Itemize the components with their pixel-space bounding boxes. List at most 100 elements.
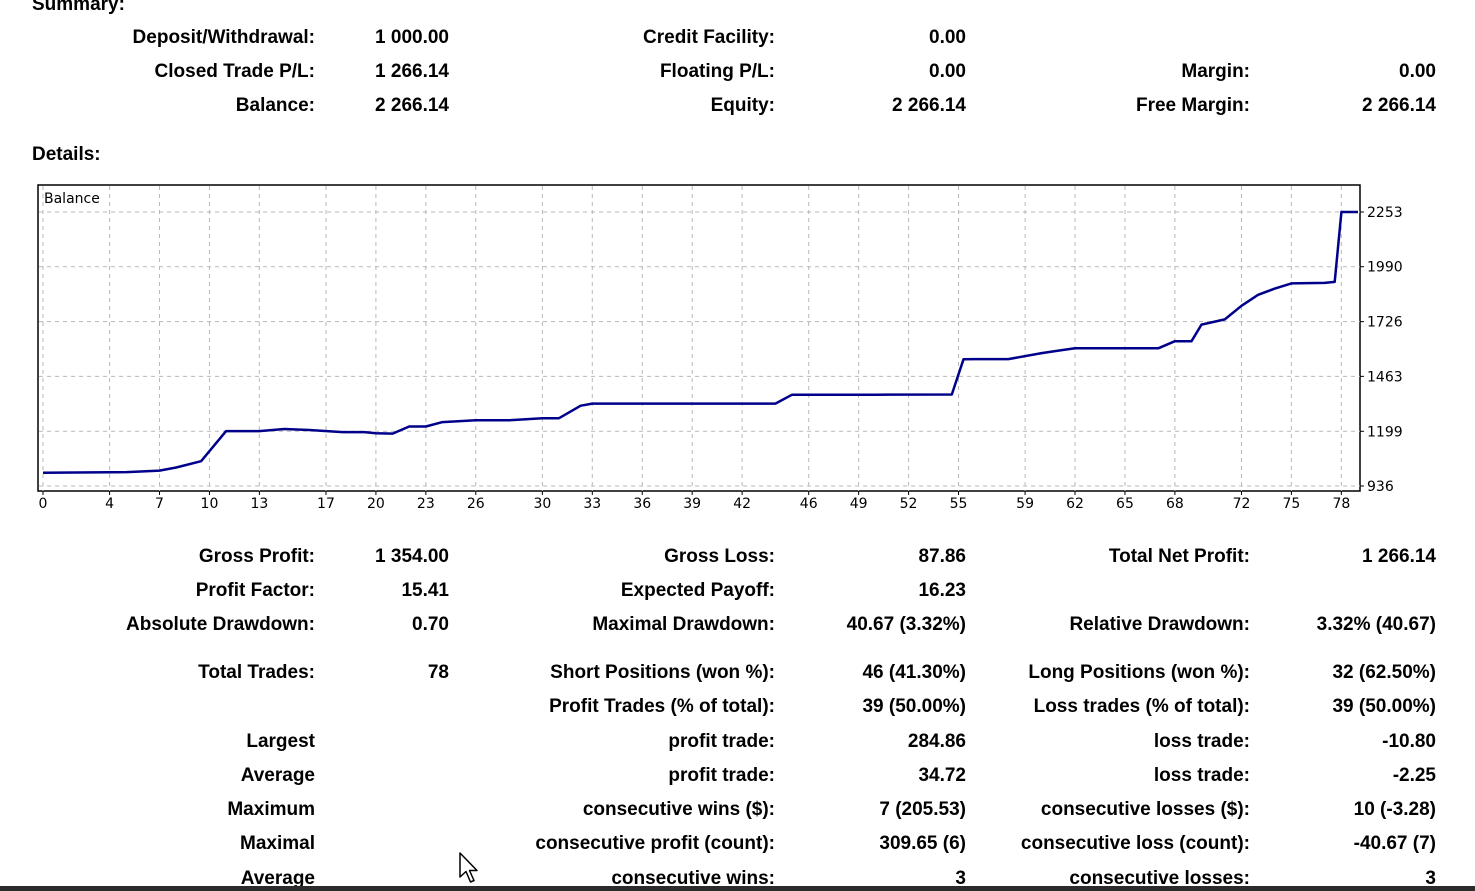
summary-item-value: 0.00 <box>1399 61 1436 82</box>
x-tick-label: 17 <box>317 496 335 512</box>
x-tick-label: 75 <box>1283 496 1301 512</box>
stat-item-label: loss trade: <box>1153 731 1250 752</box>
summary-item-label: Floating P/L: <box>659 61 775 82</box>
stat-item-label: profit trade: <box>668 731 775 752</box>
x-tick-label: 10 <box>201 496 219 512</box>
x-tick-label: 13 <box>250 496 268 512</box>
stat-item-label: Relative Drawdown: <box>1069 614 1250 635</box>
stat-item-label: Total Net Profit: <box>1108 546 1250 567</box>
x-tick-label: 55 <box>950 496 968 512</box>
summary-item-label: Closed Trade P/L: <box>154 61 315 82</box>
stat-item-value: 16.23 <box>918 580 966 601</box>
balance-chart-svg: 0 4 7 10 13 17 20 23 26 30 33 36 39 42 46 49 52 55 59 62 65 6… <box>37 184 1403 512</box>
stat-item-label: Expected Payoff: <box>620 580 775 601</box>
summary-item-label: Equity: <box>710 95 775 116</box>
summary-item-label: Free Margin: <box>1135 95 1250 116</box>
x-tick-label: 42 <box>733 496 751 512</box>
x-tick-label: 62 <box>1066 496 1084 512</box>
stat-item-label: consecutive wins: <box>611 868 775 889</box>
summary-item-label: Credit Facility: <box>643 27 775 48</box>
stat-item-label: Maximal <box>240 833 315 854</box>
stat-item-label: Short Positions (won %): <box>550 662 775 683</box>
stat-item-value: 40.67 (3.32%) <box>846 614 966 635</box>
summary-item-value: 1 000.00 <box>375 27 449 48</box>
stat-item-value: 7 (205.53) <box>879 799 966 820</box>
stat-item-label: Gross Profit: <box>198 546 315 567</box>
summary-item-label: Deposit/Withdrawal: <box>132 27 315 48</box>
stat-item-label: consecutive profit (count): <box>535 833 775 854</box>
stat-item-value: 39 (50.00%) <box>862 696 966 717</box>
summary-item-value: 0.00 <box>929 27 966 48</box>
stat-item-label: Largest <box>246 731 315 752</box>
summary-item-value: 2 266.14 <box>892 95 966 116</box>
stat-item-value: -40.67 (7) <box>1353 833 1436 854</box>
summary-item-value: 2 266.14 <box>375 95 449 116</box>
stat-item-label: Average <box>240 868 315 889</box>
stat-item-value: 309.65 (6) <box>879 833 966 854</box>
chart-frame <box>37 184 1361 492</box>
y-tick-label: 2253 <box>1367 205 1403 221</box>
balance-series-line <box>42 210 1358 474</box>
stat-item-label: consecutive wins ($): <box>582 799 775 820</box>
x-tick-label: 30 <box>533 496 551 512</box>
stat-item-label: Average <box>240 765 315 786</box>
x-tick-label: 72 <box>1233 496 1251 512</box>
stat-item-value: 32 (62.50%) <box>1332 662 1436 683</box>
stat-item-value: 284.86 <box>907 731 966 752</box>
stat-item-value: -2.25 <box>1392 765 1436 786</box>
x-tick-label: 78 <box>1332 496 1350 512</box>
x-tick-label: 36 <box>633 496 651 512</box>
mouse-cursor-icon <box>459 852 478 883</box>
x-tick-label: 68 <box>1166 496 1184 512</box>
stat-item-value: 3 <box>955 868 966 889</box>
stat-item-label: Maximum <box>227 799 315 820</box>
y-tick-label: 1990 <box>1367 260 1403 276</box>
y-tick-label: 1199 <box>1367 424 1403 440</box>
x-tick-label: 4 <box>105 496 114 512</box>
stat-item-value: 34.72 <box>918 765 966 786</box>
stat-item-value: 0.70 <box>412 614 449 635</box>
stat-item-label: Profit Trades (% of total): <box>549 696 775 717</box>
stat-item-value: 87.86 <box>918 546 966 567</box>
stat-item-label: Loss trades (% of total): <box>1033 696 1250 717</box>
stat-item-label: consecutive losses ($): <box>1040 799 1250 820</box>
stat-item-label: consecutive loss (count): <box>1020 833 1250 854</box>
balance-chart: 0 4 7 10 13 17 20 23 26 30 33 36 39 42 46 49 52 55 59 62 65 6… <box>37 184 1403 512</box>
stat-item-label: Gross Loss: <box>664 546 775 567</box>
y-tick-label: 936 <box>1367 479 1394 495</box>
y-tick-label: 1463 <box>1367 369 1403 385</box>
stat-item-label: Maximal Drawdown: <box>592 614 775 635</box>
summary-item-value: 0.00 <box>929 61 966 82</box>
stat-item-label: profit trade: <box>668 765 775 786</box>
summary-item-value: 1 266.14 <box>375 61 449 82</box>
stat-item-value: 1 266.14 <box>1362 546 1436 567</box>
y-tick-label: 1726 <box>1367 315 1403 331</box>
summary-item-label: Balance: <box>235 95 315 116</box>
stat-item-label: Long Positions (won %): <box>1028 662 1250 683</box>
stat-item-label: Total Trades: <box>198 662 315 683</box>
stat-item-label: Absolute Drawdown: <box>126 614 315 635</box>
stat-item-value: -10.80 <box>1382 731 1436 752</box>
summary-item-value: 2 266.14 <box>1362 95 1436 116</box>
x-tick-label: 49 <box>850 496 868 512</box>
stat-item-value: 39 (50.00%) <box>1332 696 1436 717</box>
summary-title: Summary: <box>32 0 125 15</box>
x-tick-label: 0 <box>39 496 48 512</box>
stat-item-value: 3 <box>1425 868 1436 889</box>
x-tick-label: 52 <box>900 496 918 512</box>
x-tick-label: 33 <box>583 496 601 512</box>
x-tick-label: 23 <box>417 496 435 512</box>
stat-item-label: Profit Factor: <box>195 580 315 601</box>
x-tick-label: 59 <box>1016 496 1034 512</box>
stat-item-label: loss trade: <box>1153 765 1250 786</box>
x-tick-label: 39 <box>683 496 701 512</box>
stat-item-value: 1 354.00 <box>375 546 449 567</box>
chart-title: Balance <box>44 191 100 207</box>
x-tick-label: 46 <box>800 496 818 512</box>
x-tick-label: 65 <box>1116 496 1134 512</box>
x-tick-label: 20 <box>367 496 385 512</box>
stat-item-value: 78 <box>427 662 449 683</box>
summary-item-label: Margin: <box>1181 61 1250 82</box>
stat-item-value: 15.41 <box>401 580 449 601</box>
window-bottom-edge <box>0 886 1475 891</box>
